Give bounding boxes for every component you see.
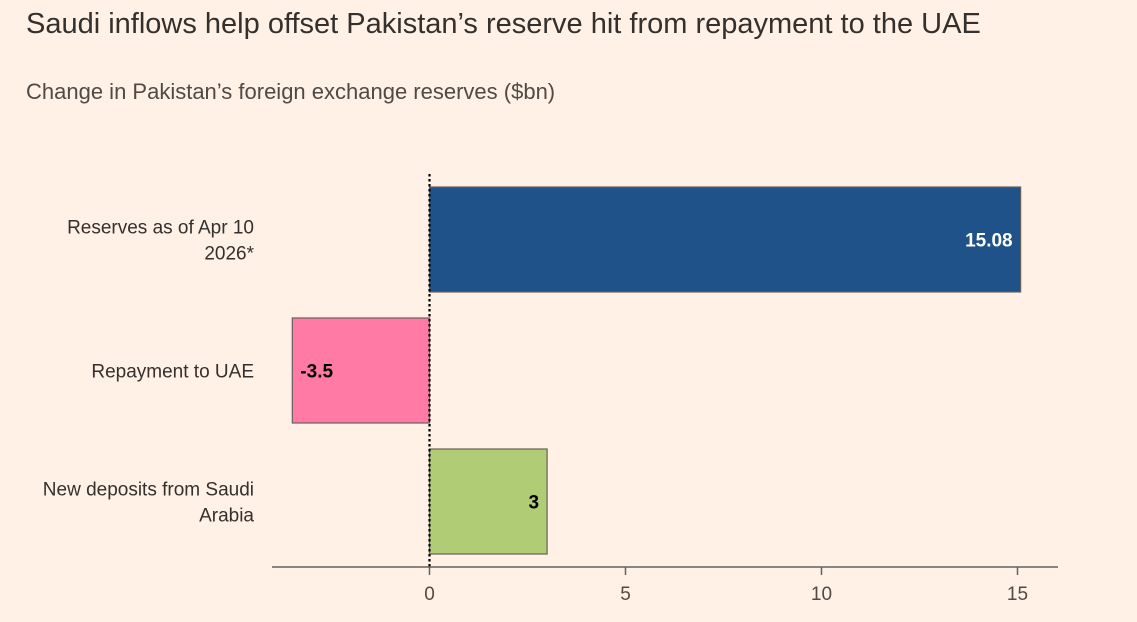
category-label: Repayment to UAE bbox=[91, 362, 254, 383]
category-label-line: Reserves as of Apr 10 bbox=[67, 218, 254, 239]
bar-0 bbox=[428, 186, 1022, 293]
x-tick-label: 5 bbox=[620, 584, 631, 605]
data-label-0: 15.08 bbox=[965, 231, 1013, 252]
chart-subtitle: Change in Pakistan’s foreign exchange re… bbox=[26, 79, 556, 104]
category-label-line: 2026* bbox=[204, 244, 254, 265]
data-label-2: 3 bbox=[529, 493, 540, 514]
x-tick-label: 15 bbox=[1007, 584, 1028, 605]
category-label: New deposits from Saudi Arabia bbox=[43, 480, 255, 527]
bar-1 bbox=[291, 317, 431, 424]
chart-title: Saudi inflows help offset Pakistan’s res… bbox=[26, 8, 981, 40]
category-label-line: Repayment to UAE bbox=[91, 362, 254, 383]
category-label-line: Arabia bbox=[199, 506, 254, 527]
category-label-line: New deposits from Saudi bbox=[43, 480, 254, 501]
x-tick-label: 10 bbox=[811, 584, 832, 605]
x-tick-label: 0 bbox=[424, 584, 435, 605]
category-label: Reserves as of Apr 10 2026* bbox=[67, 218, 255, 265]
data-label-1: -3.5 bbox=[300, 362, 333, 383]
